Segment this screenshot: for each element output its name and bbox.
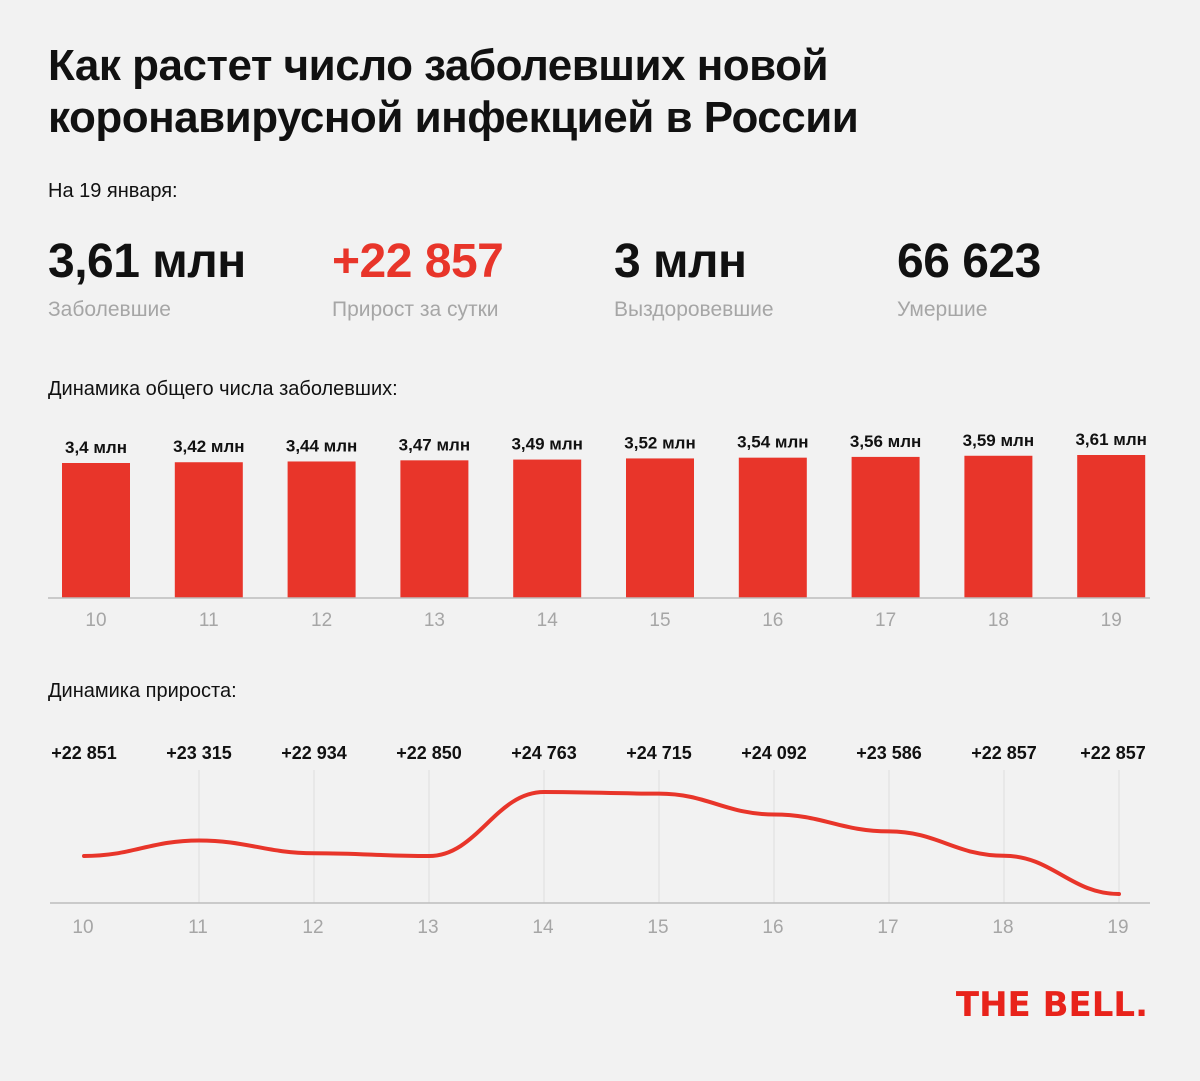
stat-deaths-value: 66 623 bbox=[897, 235, 1041, 288]
bar-value-label-14: 3,49 млн bbox=[511, 435, 582, 454]
line-x-tick-19: 19 bbox=[1107, 917, 1128, 938]
bar-value-label-13: 3,47 млн bbox=[399, 435, 470, 454]
stat-daily-increase-value: +22 857 bbox=[332, 235, 504, 288]
bar-13 bbox=[400, 460, 469, 598]
date-label: На 19 января: bbox=[48, 180, 178, 202]
line-value-label-11: +23 315 bbox=[166, 743, 232, 763]
bar-value-label-10: 3,4 млн bbox=[65, 438, 127, 457]
stat-deaths: 66 623 Умершие bbox=[897, 232, 1041, 322]
stat-cases-value: 3,61 млн bbox=[48, 235, 246, 288]
line-x-tick-15: 15 bbox=[647, 917, 668, 938]
bar-x-tick-18: 18 bbox=[988, 610, 1009, 631]
line-value-label-15: +24 715 bbox=[626, 743, 692, 763]
bar-value-label-18: 3,59 млн bbox=[963, 431, 1034, 450]
line-chart-title: Динамика прироста: bbox=[48, 680, 237, 702]
line-value-label-16: +24 092 bbox=[741, 743, 807, 763]
bar-x-tick-15: 15 bbox=[649, 610, 670, 631]
bar-19 bbox=[1077, 455, 1146, 598]
bar-x-tick-17: 17 bbox=[875, 610, 896, 631]
bar-x-tick-14: 14 bbox=[537, 610, 559, 631]
bar-17 bbox=[851, 456, 920, 598]
line-x-tick-12: 12 bbox=[302, 917, 323, 938]
bar-x-tick-12: 12 bbox=[311, 610, 332, 631]
line-x-tick-13: 13 bbox=[417, 917, 438, 938]
line-x-tick-11: 11 bbox=[188, 917, 208, 938]
bar-15 bbox=[626, 458, 694, 598]
line-x-tick-10: 10 bbox=[72, 917, 93, 938]
stat-cases-label: Заболевшие bbox=[48, 298, 171, 321]
line-value-label-10: +22 851 bbox=[51, 743, 117, 763]
line-x-tick-17: 17 bbox=[877, 917, 898, 938]
stat-daily-increase: +22 857 Прирост за сутки bbox=[332, 232, 504, 322]
bar-value-label-11: 3,42 млн bbox=[173, 437, 244, 456]
bar-value-label-17: 3,56 млн bbox=[850, 432, 921, 451]
bar-x-tick-16: 16 bbox=[762, 610, 783, 631]
stat-daily-increase-label: Прирост за сутки bbox=[332, 298, 499, 321]
bar-value-label-16: 3,54 млн bbox=[737, 433, 808, 452]
stat-recovered-label: Выздоровевшие bbox=[614, 298, 774, 321]
bar-value-label-19: 3,61 млн bbox=[1075, 430, 1146, 449]
the-bell-logo: THE BELL. bbox=[955, 985, 1148, 1025]
bar-chart-title: Динамика общего числа заболевших: bbox=[48, 378, 398, 400]
line-x-tick-16: 16 bbox=[762, 917, 783, 938]
bar-18 bbox=[964, 455, 1033, 598]
bar-11 bbox=[174, 462, 243, 598]
line-value-label-19: +22 857 bbox=[1080, 743, 1146, 763]
stat-deaths-label: Умершие bbox=[897, 298, 988, 321]
line-x-tick-18: 18 bbox=[992, 917, 1013, 938]
stat-recovered: 3 млн Выздоровевшие bbox=[614, 232, 774, 322]
line-value-label-17: +23 586 bbox=[856, 743, 922, 763]
bar-x-tick-19: 19 bbox=[1101, 610, 1122, 631]
line-value-label-14: +24 763 bbox=[511, 743, 577, 763]
stat-recovered-value: 3 млн bbox=[614, 235, 747, 288]
line-x-tick-14: 14 bbox=[532, 917, 554, 938]
bar-x-tick-13: 13 bbox=[424, 610, 445, 631]
stat-cases: 3,61 млн Заболевшие bbox=[48, 232, 246, 322]
bar-12 bbox=[287, 461, 356, 598]
increase-line bbox=[82, 789, 1121, 896]
bar-14 bbox=[513, 459, 582, 598]
line-value-label-18: +22 857 bbox=[971, 743, 1037, 763]
line-value-label-12: +22 934 bbox=[281, 743, 347, 763]
bar-16 bbox=[738, 457, 807, 598]
chart-title: Как растет число заболевших новой корона… bbox=[48, 41, 859, 142]
bar-value-label-15: 3,52 млн bbox=[624, 433, 695, 452]
bar-value-label-12: 3,44 млн bbox=[286, 436, 357, 455]
bar-x-tick-10: 10 bbox=[85, 610, 106, 631]
line-value-label-13: +22 850 bbox=[396, 743, 462, 763]
bar-10 bbox=[62, 463, 130, 598]
bar-x-tick-11: 11 bbox=[199, 610, 219, 631]
